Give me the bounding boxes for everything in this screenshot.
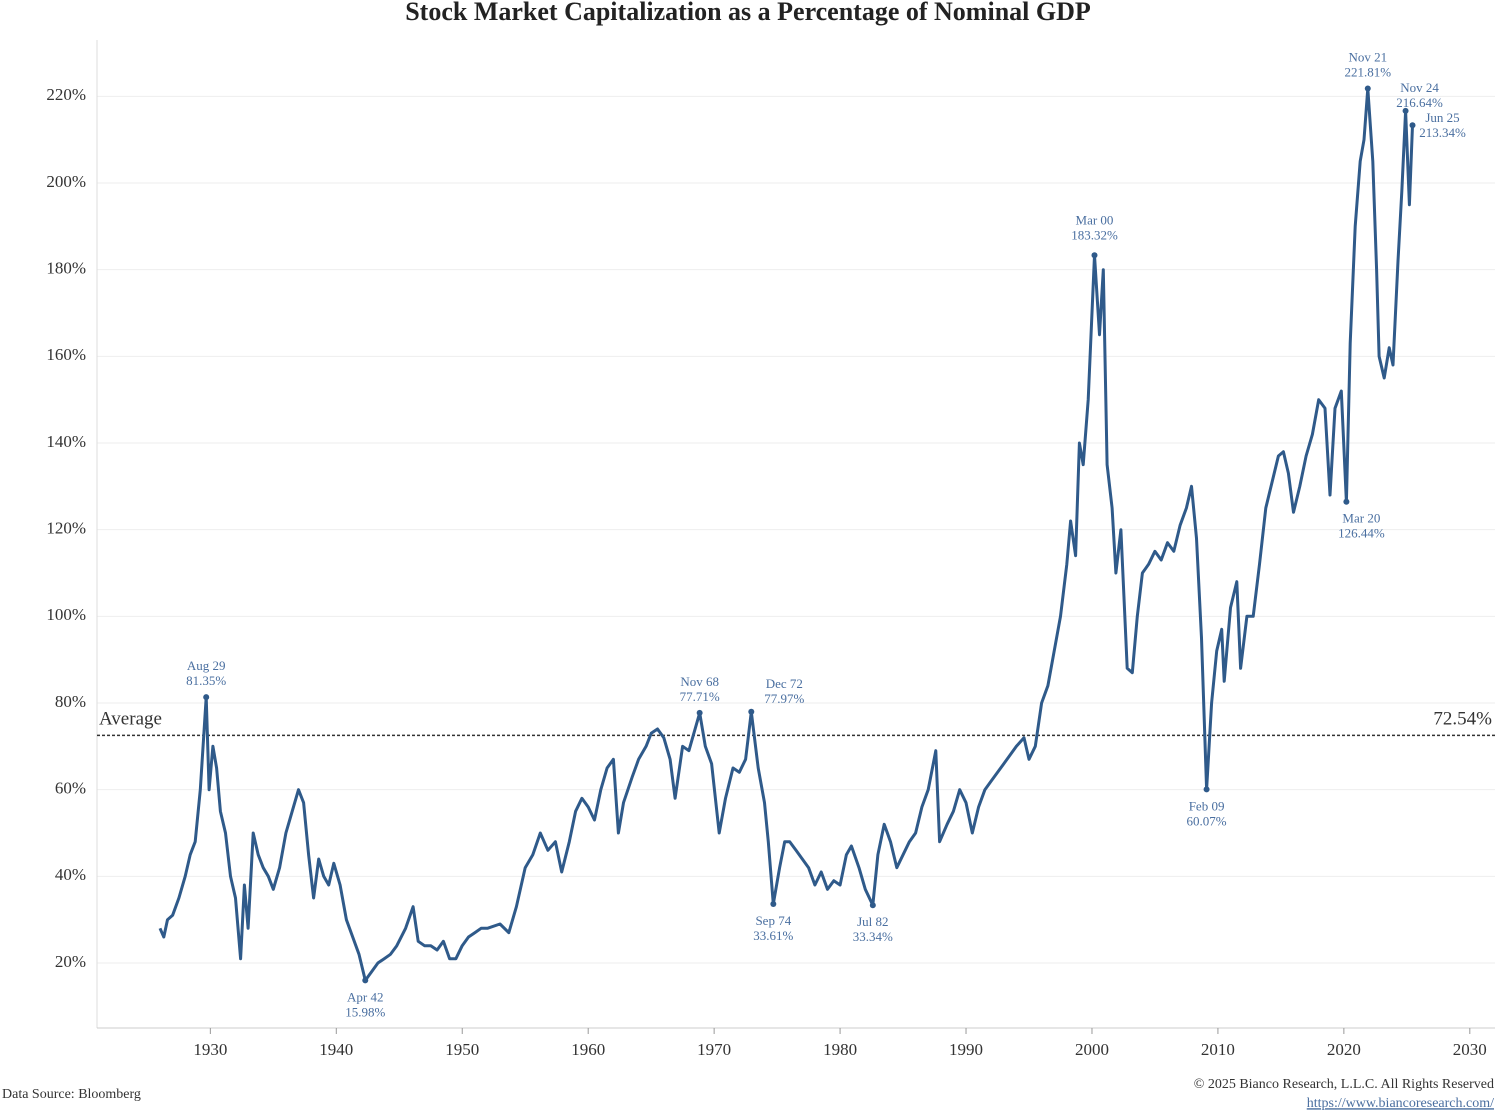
copyright: © 2025 Bianco Research, L.L.C. All Right… bbox=[1194, 1077, 1494, 1092]
annotation-date: Aug 29 bbox=[187, 658, 226, 673]
y-tick-label: 60% bbox=[55, 779, 86, 798]
annotation-marker bbox=[1091, 252, 1098, 259]
annotation-value: 213.34% bbox=[1419, 125, 1466, 140]
y-tick-label: 180% bbox=[46, 259, 86, 278]
annotation-marker bbox=[1402, 107, 1409, 114]
annotation-marker bbox=[1364, 85, 1371, 92]
annotation-value: 60.07% bbox=[1187, 813, 1227, 828]
x-tick-label: 1930 bbox=[193, 1040, 227, 1059]
annotation-value: 77.97% bbox=[764, 691, 804, 706]
annotation-date: Mar 00 bbox=[1076, 212, 1114, 227]
y-tick-label: 40% bbox=[55, 865, 86, 884]
y-tick-label: 220% bbox=[46, 85, 86, 104]
y-tick-label: 140% bbox=[46, 432, 86, 451]
annotation-marker bbox=[869, 902, 876, 909]
x-tick-label: 2020 bbox=[1327, 1040, 1361, 1059]
annotation-value: 221.81% bbox=[1344, 64, 1391, 79]
x-tick-label: 1990 bbox=[949, 1040, 983, 1059]
x-tick-label: 1970 bbox=[697, 1040, 731, 1059]
y-tick-label: 80% bbox=[55, 692, 86, 711]
annotation-date: Mar 20 bbox=[1342, 511, 1380, 526]
annotation-marker bbox=[1343, 498, 1350, 505]
annotation-value: 216.64% bbox=[1396, 95, 1443, 110]
annotation-marker bbox=[1203, 786, 1210, 793]
annotation-marker bbox=[203, 694, 210, 701]
y-tick-label: 20% bbox=[55, 952, 86, 971]
annotation-value: 81.35% bbox=[186, 673, 226, 688]
y-tick-label: 160% bbox=[46, 345, 86, 364]
annotation-value: 126.44% bbox=[1338, 526, 1385, 541]
website-link[interactable]: https://www.biancoresearch.com/ bbox=[1307, 1096, 1494, 1111]
annotation-marker bbox=[362, 977, 369, 984]
source-note: Data Source: Bloomberg bbox=[2, 1087, 141, 1102]
annotation-date: Sep 74 bbox=[755, 913, 791, 928]
annotation-date: Jul 82 bbox=[857, 914, 888, 929]
annotation-marker bbox=[748, 708, 755, 715]
annotation-marker bbox=[1409, 122, 1416, 129]
annotation-value: 183.32% bbox=[1071, 227, 1118, 242]
average-label: Average bbox=[99, 709, 162, 730]
annotation-value: 33.34% bbox=[853, 929, 893, 944]
y-tick-label: 200% bbox=[46, 172, 86, 191]
x-tick-label: 2000 bbox=[1075, 1040, 1109, 1059]
annotation-date: Jun 25 bbox=[1425, 110, 1459, 125]
annotation-marker bbox=[696, 709, 703, 716]
annotation-date: Dec 72 bbox=[766, 676, 803, 691]
annotation-value: 33.61% bbox=[753, 928, 793, 943]
y-tick-label: 120% bbox=[46, 519, 86, 538]
annotation-value: 77.71% bbox=[680, 689, 720, 704]
annotation-value: 15.98% bbox=[345, 1004, 385, 1019]
x-tick-label: 2030 bbox=[1453, 1040, 1487, 1059]
average-value-label: 72.54% bbox=[1433, 709, 1492, 730]
x-tick-label: 1940 bbox=[319, 1040, 353, 1059]
annotation-date: Feb 09 bbox=[1189, 798, 1225, 813]
annotation-date: Nov 21 bbox=[1348, 49, 1387, 64]
annotation-date: Nov 68 bbox=[680, 674, 719, 689]
x-tick-label: 1960 bbox=[571, 1040, 605, 1059]
annotation-date: Apr 42 bbox=[347, 989, 383, 1004]
x-tick-label: 1980 bbox=[823, 1040, 857, 1059]
annotation-date: Nov 24 bbox=[1400, 80, 1439, 95]
chart-title: Stock Market Capitalization as a Percent… bbox=[405, 0, 1091, 26]
data-line bbox=[158, 87, 1414, 982]
annotation-marker bbox=[770, 901, 777, 908]
y-tick-label: 100% bbox=[46, 605, 86, 624]
x-tick-label: 2010 bbox=[1201, 1040, 1235, 1059]
x-tick-label: 1950 bbox=[445, 1040, 479, 1059]
